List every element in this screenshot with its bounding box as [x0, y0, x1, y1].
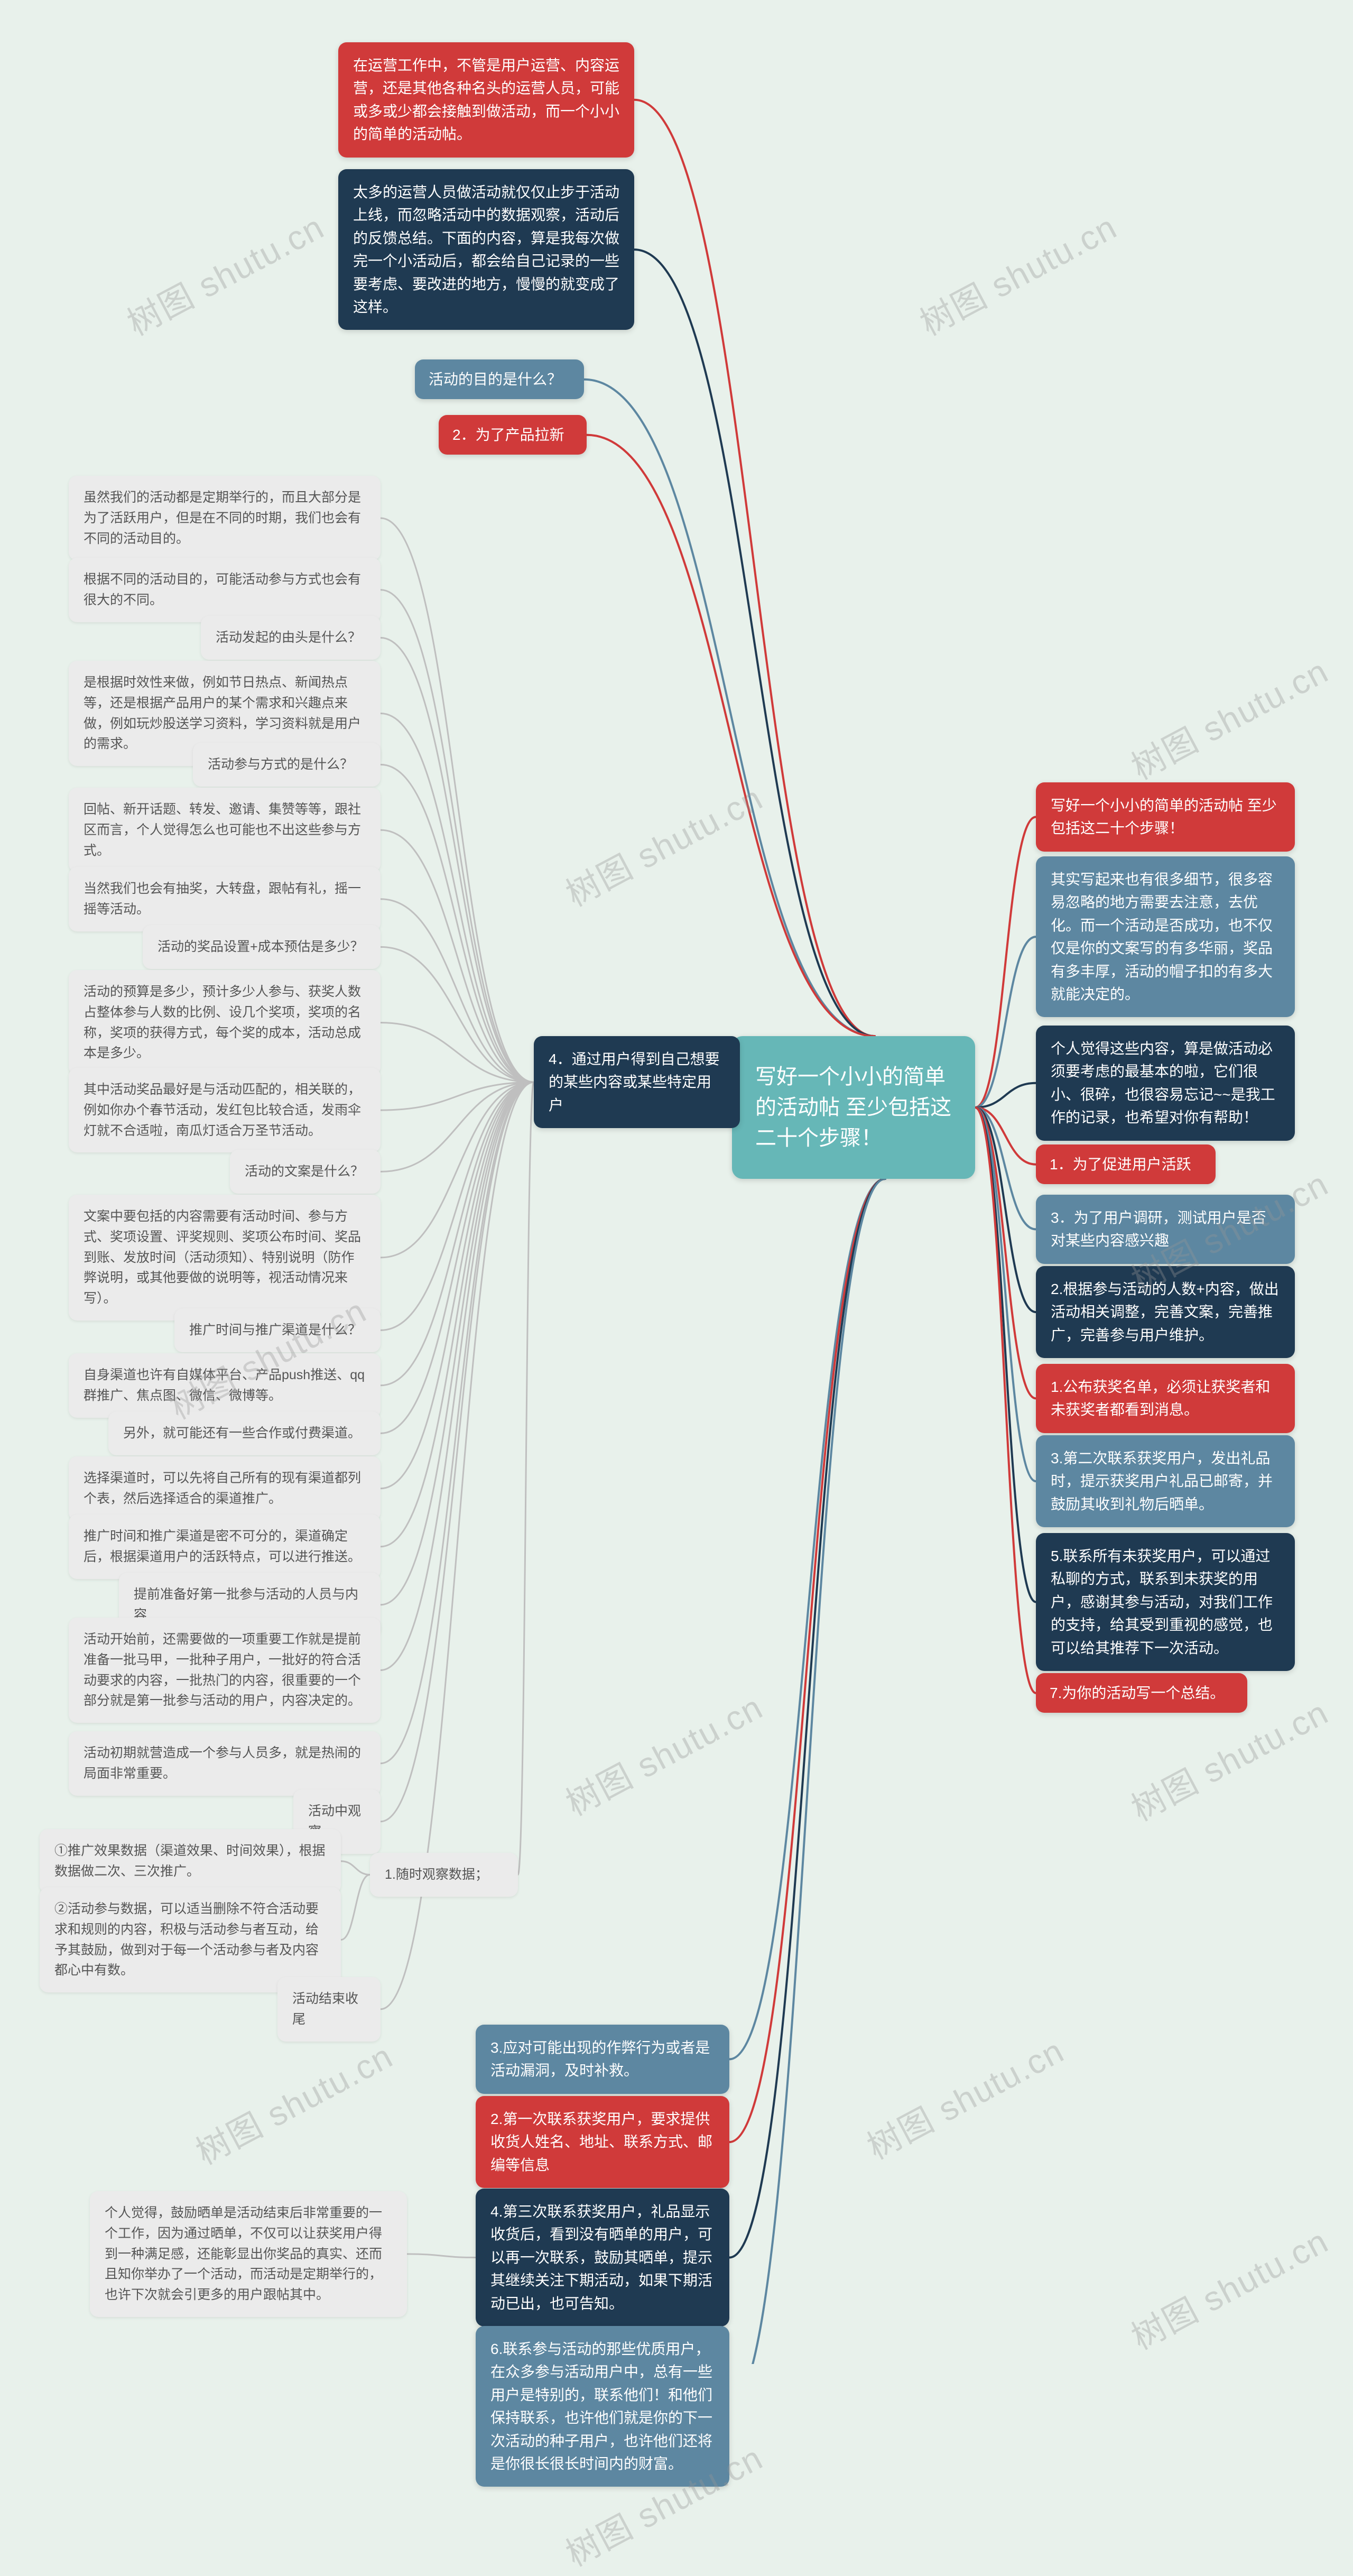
bottom-node-1: 3.应对可能出现的作弊行为或者是活动漏洞，及时补救。 [476, 2025, 729, 2094]
right-node-1: 写好一个小小的简单的活动帖 至少包括这二十个步骤！ [1036, 782, 1295, 852]
branch4-title: 4．通过用户得到自己想要的某些内容或某些特定用户 [534, 1036, 740, 1128]
leaf-20: 活动初期就营造成一个参与人员多，就是热闹的局面非常重要。 [69, 1731, 381, 1796]
leaf-13: 推广时间与推广渠道是什么？ [174, 1308, 381, 1352]
leaf-15: 另外，就可能还有一些合作或付费渠道。 [108, 1411, 381, 1455]
leaf-2: 根据不同的活动目的，可能活动参与方式也会有很大的不同。 [69, 558, 381, 622]
leaf-7: 当然我们也会有抽奖，大转盘，跟帖有礼，摇一摇等活动。 [69, 867, 381, 931]
intro-node-4: 2．为了产品拉新 [439, 415, 587, 455]
leaf-10: 其中活动奖品最好是与活动匹配的，相关联的，例如你办个春节活动，发红包比较合适，发… [69, 1068, 381, 1152]
watermark: 树图 shutu.cn [186, 2029, 400, 2174]
leaf-19: 活动开始前，还需要做的一项重要工作就是提前准备一批马甲，一批种子用户，一批好的符… [69, 1618, 381, 1723]
leaf-22-title: 1.随时观察数据； [370, 1853, 518, 1897]
bottom-node-3: 4.第三次联系获奖用户，礼品显示收货后，看到没有晒单的用户，可以再一次联系，鼓励… [476, 2189, 729, 2326]
intro-node-3: 活动的目的是什么？ [415, 359, 584, 399]
right-node-2: 其实写起来也有很多细节，很多容易忽略的地方需要去注意，去优化。而一个活动是否成功… [1036, 856, 1295, 1017]
leaf-23: 活动结束收尾 [277, 1977, 381, 2042]
leaf-3: 活动发起的由头是什么？ [201, 616, 381, 660]
leaf-5: 活动参与方式的是什么？ [193, 743, 381, 787]
watermark: 树图 shutu.cn [1122, 2214, 1336, 2359]
watermark: 树图 shutu.cn [556, 1681, 770, 1825]
watermark: 树图 shutu.cn [556, 771, 770, 916]
leaf-12: 文案中要包括的内容需要有活动时间、参与方式、奖项设置、评奖规则、奖项公布时间、奖… [69, 1195, 381, 1321]
watermark: 树图 shutu.cn [857, 2024, 1071, 2169]
right-node-4: 1．为了促进用户活跃 [1036, 1144, 1216, 1184]
watermark: 树图 shutu.cn [117, 200, 331, 345]
intro-node-2: 太多的运营人员做活动就仅仅止步于活动上线，而忽略活动中的数据观察，活动后的反馈总… [338, 169, 634, 330]
leaf-1: 虽然我们的活动都是定期举行的，而且大部分是为了活跃用户，但是在不同的时期，我们也… [69, 476, 381, 560]
right-node-10: 7.为你的活动写一个总结。 [1036, 1673, 1247, 1713]
leaf-6: 回帖、新开话题、转发、邀请、集赞等等，跟社区而言，个人觉得怎么也可能也不出这些参… [69, 788, 381, 872]
leaf-11: 活动的文案是什么？ [230, 1150, 381, 1194]
intro-node-1: 在运营工作中，不管是用户运营、内容运营，还是其他各种名头的运营人员，可能或多或少… [338, 42, 634, 158]
leaf-8: 活动的奖品设置+成本预估是多少？ [143, 925, 381, 969]
center-node: 写好一个小小的简单的活动帖 至少包括这二十个步骤！ [732, 1036, 975, 1179]
bottom-node-3-leaf: 个人觉得，鼓励晒单是活动结束后非常重要的一个工作，因为通过晒单，不仅可以让获奖用… [90, 2191, 407, 2317]
right-node-8: 3.第二次联系获奖用户，发出礼品时，提示获奖用户礼品已邮寄，并鼓励其收到礼物后晒… [1036, 1435, 1295, 1527]
leaf-14: 自身渠道也许有自媒体平台、产品push推送、qq群推广、焦点图、微信、微博等。 [69, 1353, 381, 1418]
bottom-node-4: 6.联系参与活动的那些优质用户，在众多参与活动用户中，总有一些用户是特别的，联系… [476, 2326, 729, 2487]
right-node-6: 2.根据参与活动的人数+内容，做出活动相关调整，完善文案，完善推广，完善参与用户… [1036, 1266, 1295, 1358]
watermark: 树图 shutu.cn [910, 200, 1124, 345]
leaf-17: 推广时间和推广渠道是密不可分的，渠道确定后，根据渠道用户的活跃特点，可以进行推送… [69, 1515, 381, 1579]
right-node-9: 5.联系所有未获奖用户，可以通过私聊的方式，联系到未获奖的用户，感谢其参与活动，… [1036, 1533, 1295, 1671]
leaf-16: 选择渠道时，可以先将自己所有的现有渠道都列个表，然后选择适合的渠道推广。 [69, 1456, 381, 1521]
bottom-node-2: 2.第一次联系获奖用户，要求提供收货人姓名、地址、联系方式、邮编等信息 [476, 2096, 729, 2188]
leaf-22a: ①推广效果数据（渠道效果、时间效果），根据数据做二次、三次推广。 [40, 1829, 341, 1894]
watermark: 树图 shutu.cn [1122, 644, 1336, 789]
right-node-5: 3．为了用户调研，测试用户是否对某些内容感兴趣 [1036, 1195, 1295, 1264]
right-node-7: 1.公布获奖名单，必须让获奖者和未获奖者都看到消息。 [1036, 1364, 1295, 1433]
right-node-3: 个人觉得这些内容，算是做活动必须要考虑的最基本的啦，它们很小、很碎，也很容易忘记… [1036, 1026, 1295, 1141]
leaf-9: 活动的预算是多少，预计多少人参与、获奖人数占整体参与人数的比例、设几个奖项，奖项… [69, 970, 381, 1075]
